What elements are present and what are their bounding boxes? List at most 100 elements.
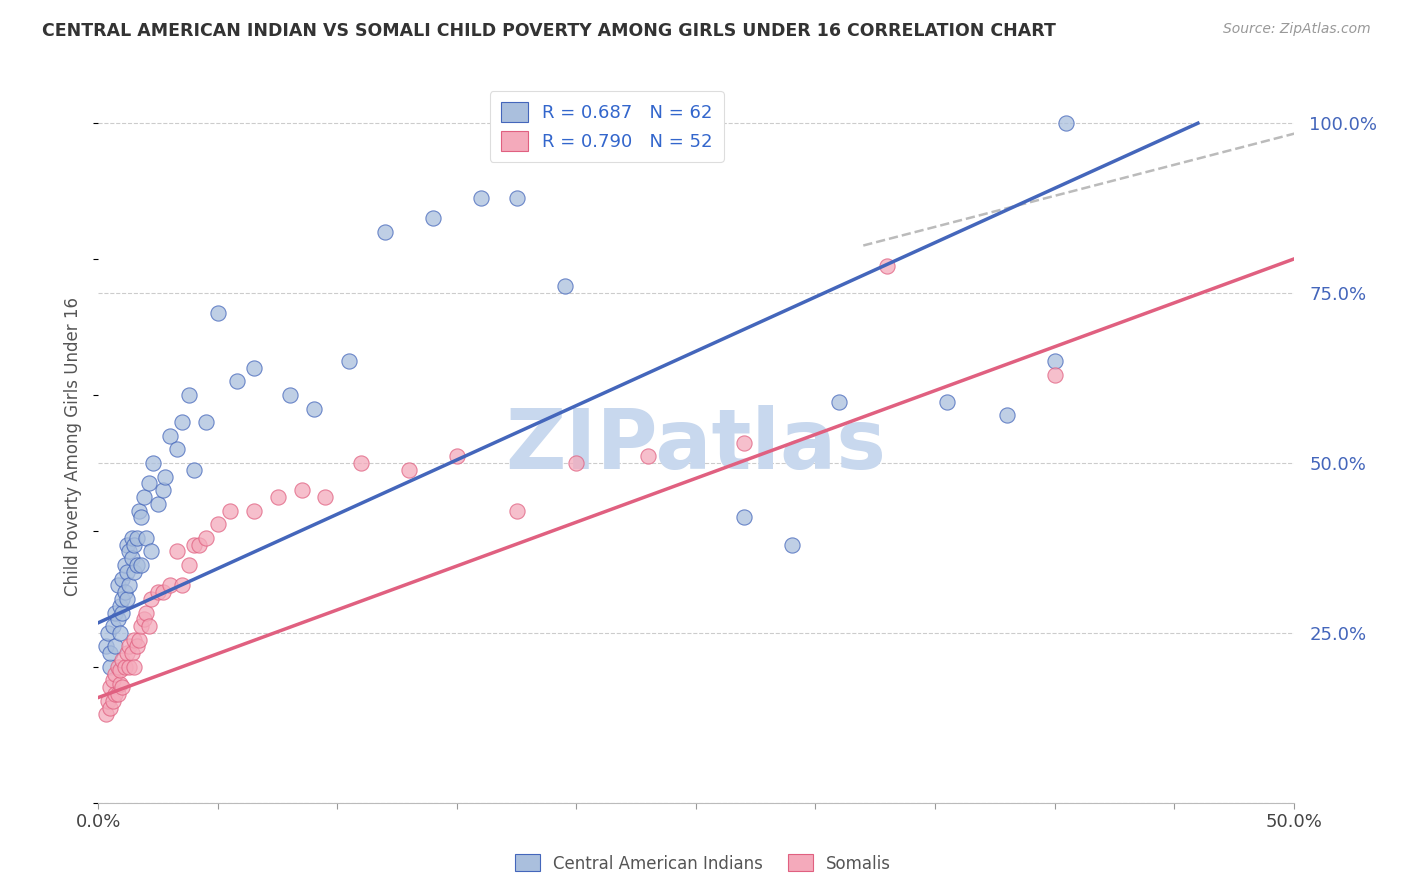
Point	[422, 211, 444, 226]
Point	[179, 388, 201, 402]
Point	[108, 663, 131, 677]
Point	[118, 660, 141, 674]
Point	[104, 606, 127, 620]
Point	[828, 394, 851, 409]
Point	[398, 463, 420, 477]
Point	[243, 360, 266, 375]
Point	[172, 415, 194, 429]
Point	[135, 606, 157, 620]
Point	[115, 537, 138, 551]
Point	[183, 463, 205, 477]
Point	[107, 612, 129, 626]
Point	[995, 409, 1018, 423]
Point	[267, 490, 290, 504]
Point	[108, 626, 131, 640]
Point	[98, 646, 122, 660]
Point	[183, 537, 205, 551]
Point	[139, 544, 162, 558]
Point	[101, 673, 124, 688]
Point	[166, 442, 188, 457]
Point	[114, 558, 136, 572]
Point	[446, 449, 468, 463]
Point	[104, 687, 127, 701]
Point	[207, 306, 229, 320]
Text: Source: ZipAtlas.com: Source: ZipAtlas.com	[1223, 22, 1371, 37]
Point	[121, 531, 143, 545]
Point	[111, 606, 134, 620]
Point	[291, 483, 314, 498]
Point	[108, 599, 131, 613]
Point	[94, 707, 117, 722]
Point	[780, 537, 803, 551]
Point	[315, 490, 337, 504]
Point	[108, 677, 131, 691]
Point	[115, 646, 138, 660]
Point	[124, 537, 146, 551]
Point	[172, 578, 194, 592]
Point	[1043, 354, 1066, 368]
Point	[114, 660, 136, 674]
Point	[135, 531, 157, 545]
Point	[152, 585, 174, 599]
Point	[155, 469, 177, 483]
Point	[125, 531, 148, 545]
Point	[179, 558, 201, 572]
Point	[131, 619, 153, 633]
Point	[138, 619, 160, 633]
Legend: R = 0.687   N = 62, R = 0.790   N = 52: R = 0.687 N = 62, R = 0.790 N = 52	[489, 91, 724, 161]
Point	[207, 517, 229, 532]
Point	[219, 503, 242, 517]
Point	[125, 640, 148, 654]
Point	[637, 449, 659, 463]
Point	[1043, 368, 1066, 382]
Point	[936, 394, 959, 409]
Point	[118, 544, 141, 558]
Point	[115, 565, 138, 579]
Point	[733, 510, 755, 524]
Point	[121, 551, 143, 566]
Point	[138, 476, 160, 491]
Point	[159, 578, 181, 592]
Point	[554, 279, 576, 293]
Point	[374, 225, 396, 239]
Point	[104, 666, 127, 681]
Point	[876, 259, 898, 273]
Point	[506, 191, 529, 205]
Point	[128, 503, 150, 517]
Point	[118, 578, 141, 592]
Point	[124, 632, 146, 647]
Point	[565, 456, 588, 470]
Point	[98, 700, 122, 714]
Point	[97, 626, 120, 640]
Point	[132, 490, 155, 504]
Point	[131, 510, 153, 524]
Point	[107, 687, 129, 701]
Point	[139, 591, 162, 606]
Point	[142, 456, 165, 470]
Point	[470, 191, 492, 205]
Point	[131, 558, 153, 572]
Point	[121, 646, 143, 660]
Legend: Central American Indians, Somalis: Central American Indians, Somalis	[508, 847, 898, 880]
Point	[506, 503, 529, 517]
Point	[733, 435, 755, 450]
Point	[243, 503, 266, 517]
Point	[111, 653, 134, 667]
Point	[339, 354, 361, 368]
Point	[97, 694, 120, 708]
Point	[111, 591, 134, 606]
Point	[302, 401, 325, 416]
Point	[148, 497, 170, 511]
Text: ZIPatlas: ZIPatlas	[506, 406, 886, 486]
Point	[115, 591, 138, 606]
Point	[166, 544, 188, 558]
Point	[1056, 116, 1078, 130]
Point	[125, 558, 148, 572]
Point	[111, 572, 134, 586]
Point	[278, 388, 301, 402]
Point	[152, 483, 174, 498]
Point	[350, 456, 373, 470]
Point	[98, 680, 122, 694]
Point	[187, 537, 209, 551]
Point	[107, 660, 129, 674]
